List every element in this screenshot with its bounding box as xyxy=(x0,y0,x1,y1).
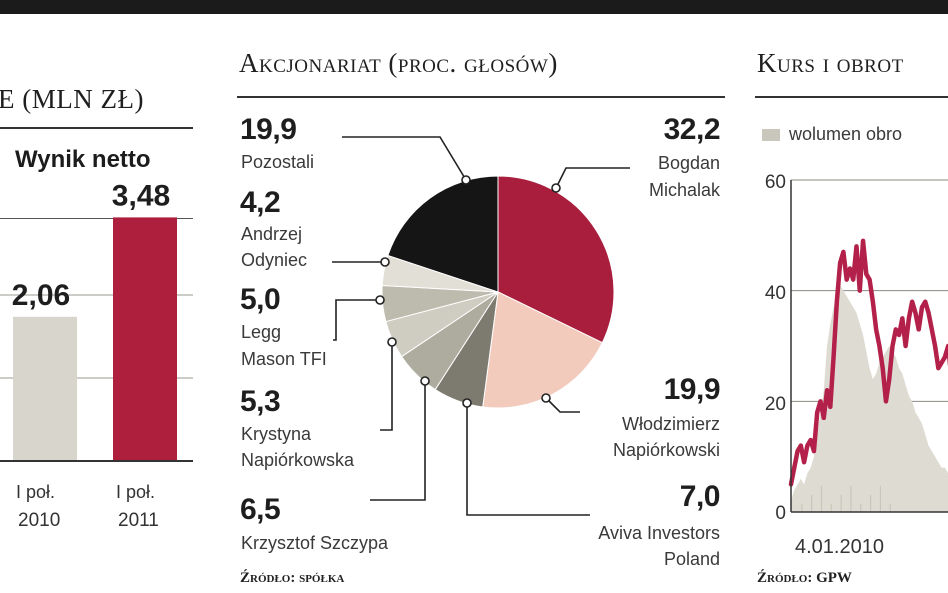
pie-value-wlodz: 19,9 xyxy=(663,373,721,406)
leader-dot xyxy=(375,295,385,305)
leader-legg xyxy=(333,299,380,341)
pie-name-odyniec-2: Odyniec xyxy=(241,250,308,270)
pie-value-odyniec: 4,2 xyxy=(240,186,281,219)
pie-value-pozostali: 19,9 xyxy=(240,113,297,146)
bar-2010 xyxy=(13,316,77,461)
volume-legend-label: wolumen obro xyxy=(789,124,903,144)
pie-value-aviva: 7,0 xyxy=(679,480,721,513)
y-tick-label: 40 xyxy=(765,283,786,304)
left-panel-title: E (MLN ZŁ) xyxy=(0,84,144,114)
right-title-rule xyxy=(755,96,948,98)
middle-source: Źródło: spółka xyxy=(240,570,345,586)
pie-name-krystyna-2: Napiórkowska xyxy=(241,450,355,470)
y-tick-label: 20 xyxy=(765,394,786,415)
pie-name-odyniec-1: Andrzej xyxy=(241,224,303,244)
x-tick-label: 4.01.2010 xyxy=(795,536,884,558)
left-title-rule xyxy=(0,127,193,129)
leader-dot xyxy=(420,376,430,386)
leader-dot xyxy=(551,183,561,193)
leader-dot xyxy=(461,175,471,185)
pie-value-krystyna: 5,3 xyxy=(240,385,281,418)
price-line xyxy=(788,238,948,487)
bar-2011 xyxy=(113,217,177,461)
pie-name-aviva-1: Aviva Investors xyxy=(598,523,720,543)
pie-name-wlodz-1: Włodzimierz xyxy=(621,414,720,434)
pie-name-michalak-2: Michalak xyxy=(648,180,720,200)
pie-leader-lines xyxy=(332,136,630,516)
top-bar xyxy=(0,0,948,14)
bar-label-2010: 2,06 xyxy=(12,279,70,312)
volume-legend-swatch xyxy=(762,129,780,141)
left-subtitle-rule xyxy=(0,218,193,219)
leader-dot xyxy=(462,398,472,408)
pie-name-legg-2: Mason TFI xyxy=(241,349,327,369)
middle-panel-title: Akcjonariat (proc. głosów) xyxy=(239,48,558,78)
pie-leader-dots xyxy=(375,175,561,408)
pie-value-szczypa: 6,5 xyxy=(240,493,281,526)
bar-category-2010-line1: I poł. xyxy=(16,482,56,502)
middle-title-rule xyxy=(237,96,725,98)
right-source: Źródło: GPW xyxy=(757,570,852,586)
y-tick-label: 60 xyxy=(765,172,786,193)
pie-slice-bogdan-michalak xyxy=(497,175,615,344)
bar-category-2011-line1: I poł. xyxy=(116,482,156,502)
pie-slice-pozostali xyxy=(387,175,499,293)
pie-name-pozostali: Pozostali xyxy=(241,152,315,172)
leader-dot xyxy=(387,337,397,347)
left-panel-subtitle: Wynik netto xyxy=(15,146,151,173)
pie-name-szczypa: Krzysztof Szczypa xyxy=(241,533,389,553)
leader-aviva xyxy=(466,403,590,516)
leader-krystyna xyxy=(380,342,393,431)
volume-spikes xyxy=(801,486,891,512)
pie-slice-w-odzimierz-napi-rkowski xyxy=(482,291,603,409)
bar-chart: 2,06 3,48 xyxy=(0,179,193,462)
pie-name-krystyna-1: Krystyna xyxy=(241,424,312,444)
leader-wlodz xyxy=(545,397,580,413)
pie-name-wlodz-2: Napiórkowski xyxy=(612,440,720,460)
pie-name-legg-1: Legg xyxy=(241,322,282,342)
leader-michalak xyxy=(555,167,630,189)
pie-value-michalak: 32,2 xyxy=(663,113,721,146)
leader-pozostali xyxy=(342,136,467,181)
right-panel-title: Kurs i obrot xyxy=(757,48,904,78)
pie-name-aviva-2: Poland xyxy=(663,549,720,569)
bar-label-2011: 3,48 xyxy=(112,179,170,212)
leader-szczypa xyxy=(370,381,426,501)
bar-category-2010-line2: 2010 xyxy=(18,510,61,531)
volume-area xyxy=(791,285,948,512)
leader-dot xyxy=(380,257,390,267)
y-tick-label: 0 xyxy=(775,503,786,524)
bar-category-2011-line2: 2011 xyxy=(118,510,159,531)
pie-value-legg: 5,0 xyxy=(240,283,281,316)
leader-dot xyxy=(541,393,551,403)
pie-name-michalak-1: Bogdan xyxy=(657,153,720,173)
